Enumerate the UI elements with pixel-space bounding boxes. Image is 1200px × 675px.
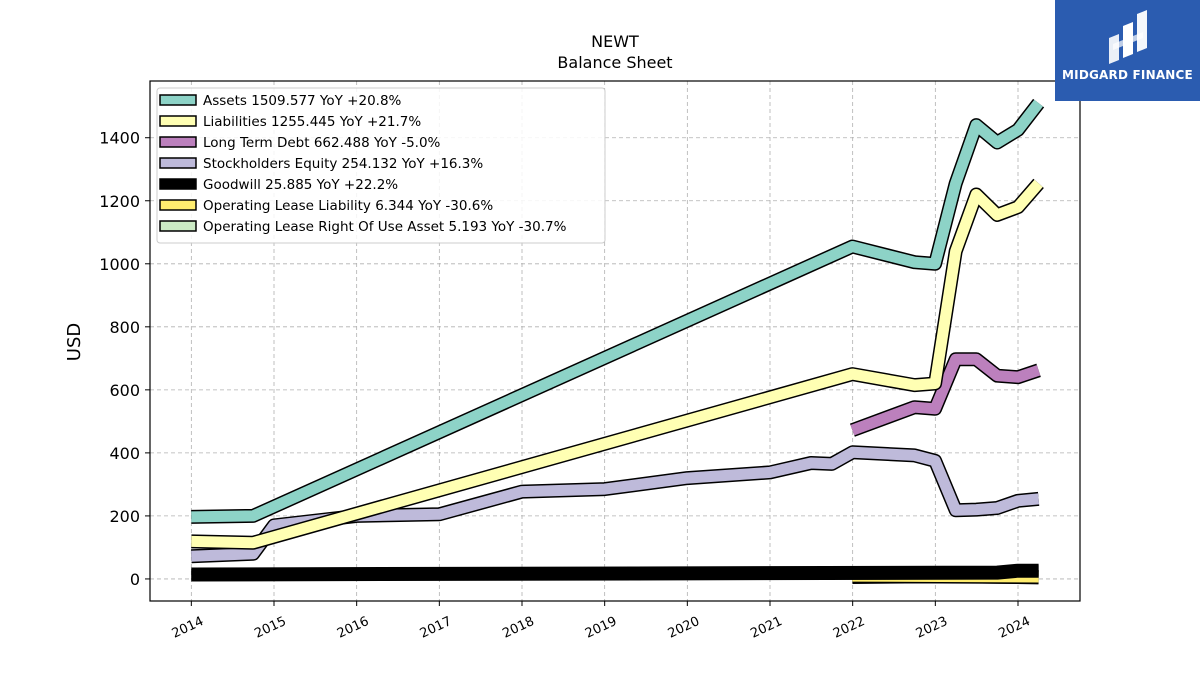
x-tick-label: 2020: [666, 614, 702, 642]
legend-label: Operating Lease Right Of Use Asset 5.193…: [203, 219, 567, 235]
series-stockholders-equity: [191, 445, 1040, 564]
legend-entry: Liabilities 1255.445 YoY +21.7%: [159, 114, 421, 130]
y-tick-label: 600: [109, 381, 140, 400]
legend-label: Liabilities 1255.445 YoY +21.7%: [203, 114, 421, 130]
series-goodwill: [191, 563, 1039, 582]
x-tick-label: 2024: [996, 614, 1032, 642]
x-tick-label: 2022: [831, 614, 867, 642]
legend-label: Stockholders Equity 254.132 YoY +16.3%: [203, 156, 483, 172]
brand-logo: MIDGARD FINANCE: [1055, 0, 1200, 101]
y-axis-label: USD: [64, 323, 85, 361]
legend-label: Assets 1509.577 YoY +20.8%: [203, 93, 402, 109]
series-lines: [191, 98, 1045, 585]
legend-label: Long Term Debt 662.488 YoY -5.0%: [203, 135, 441, 151]
midgard-logo-icon: [1109, 10, 1147, 64]
legend-entry: Long Term Debt 662.488 YoY -5.0%: [159, 135, 441, 151]
plot-frame: [149, 80, 1081, 602]
x-tick-label: 2016: [335, 614, 371, 642]
legend-entry: Goodwill 25.885 YoY +22.2%: [159, 177, 398, 193]
y-tick-label: 0: [130, 570, 140, 589]
legend-entry: Assets 1509.577 YoY +20.8%: [159, 93, 402, 109]
legend-entry: Operating Lease Right Of Use Asset 5.193…: [159, 219, 567, 235]
y-tick-label: 1200: [99, 192, 140, 211]
y-tick-label: 400: [109, 444, 140, 463]
series-long-term-debt: [849, 352, 1041, 437]
y-tick-label: 200: [109, 507, 140, 526]
chart-subtitle: Balance Sheet: [557, 53, 672, 72]
x-tick-label: 2018: [500, 614, 536, 642]
chart-title: NEWT: [591, 32, 639, 51]
y-tick-label: 1400: [99, 129, 140, 148]
x-tick-label: 2015: [252, 614, 288, 642]
legend-box: [156, 87, 606, 244]
series-liabilities: [191, 178, 1044, 550]
x-tick-label: 2017: [418, 614, 454, 642]
legend-entry: Stockholders Equity 254.132 YoY +16.3%: [159, 156, 483, 172]
y-tick-label: 800: [109, 318, 140, 337]
legend-entry: Operating Lease Liability 6.344 YoY -30.…: [159, 198, 493, 214]
x-tick-label: 2021: [748, 614, 784, 642]
series-assets: [191, 98, 1045, 524]
brand-name: MIDGARD FINANCE: [1062, 68, 1193, 82]
x-tick-label: 2014: [170, 614, 206, 642]
legend-label: Goodwill 25.885 YoY +22.2%: [203, 177, 398, 193]
legend-label: Operating Lease Liability 6.344 YoY -30.…: [203, 198, 493, 214]
x-tick-label: 2019: [583, 614, 619, 642]
legend: Assets 1509.577 YoY +20.8% Liabilities 12…: [156, 87, 606, 244]
x-tick-label: 2023: [914, 614, 950, 642]
y-tick-label: 1000: [99, 255, 140, 274]
